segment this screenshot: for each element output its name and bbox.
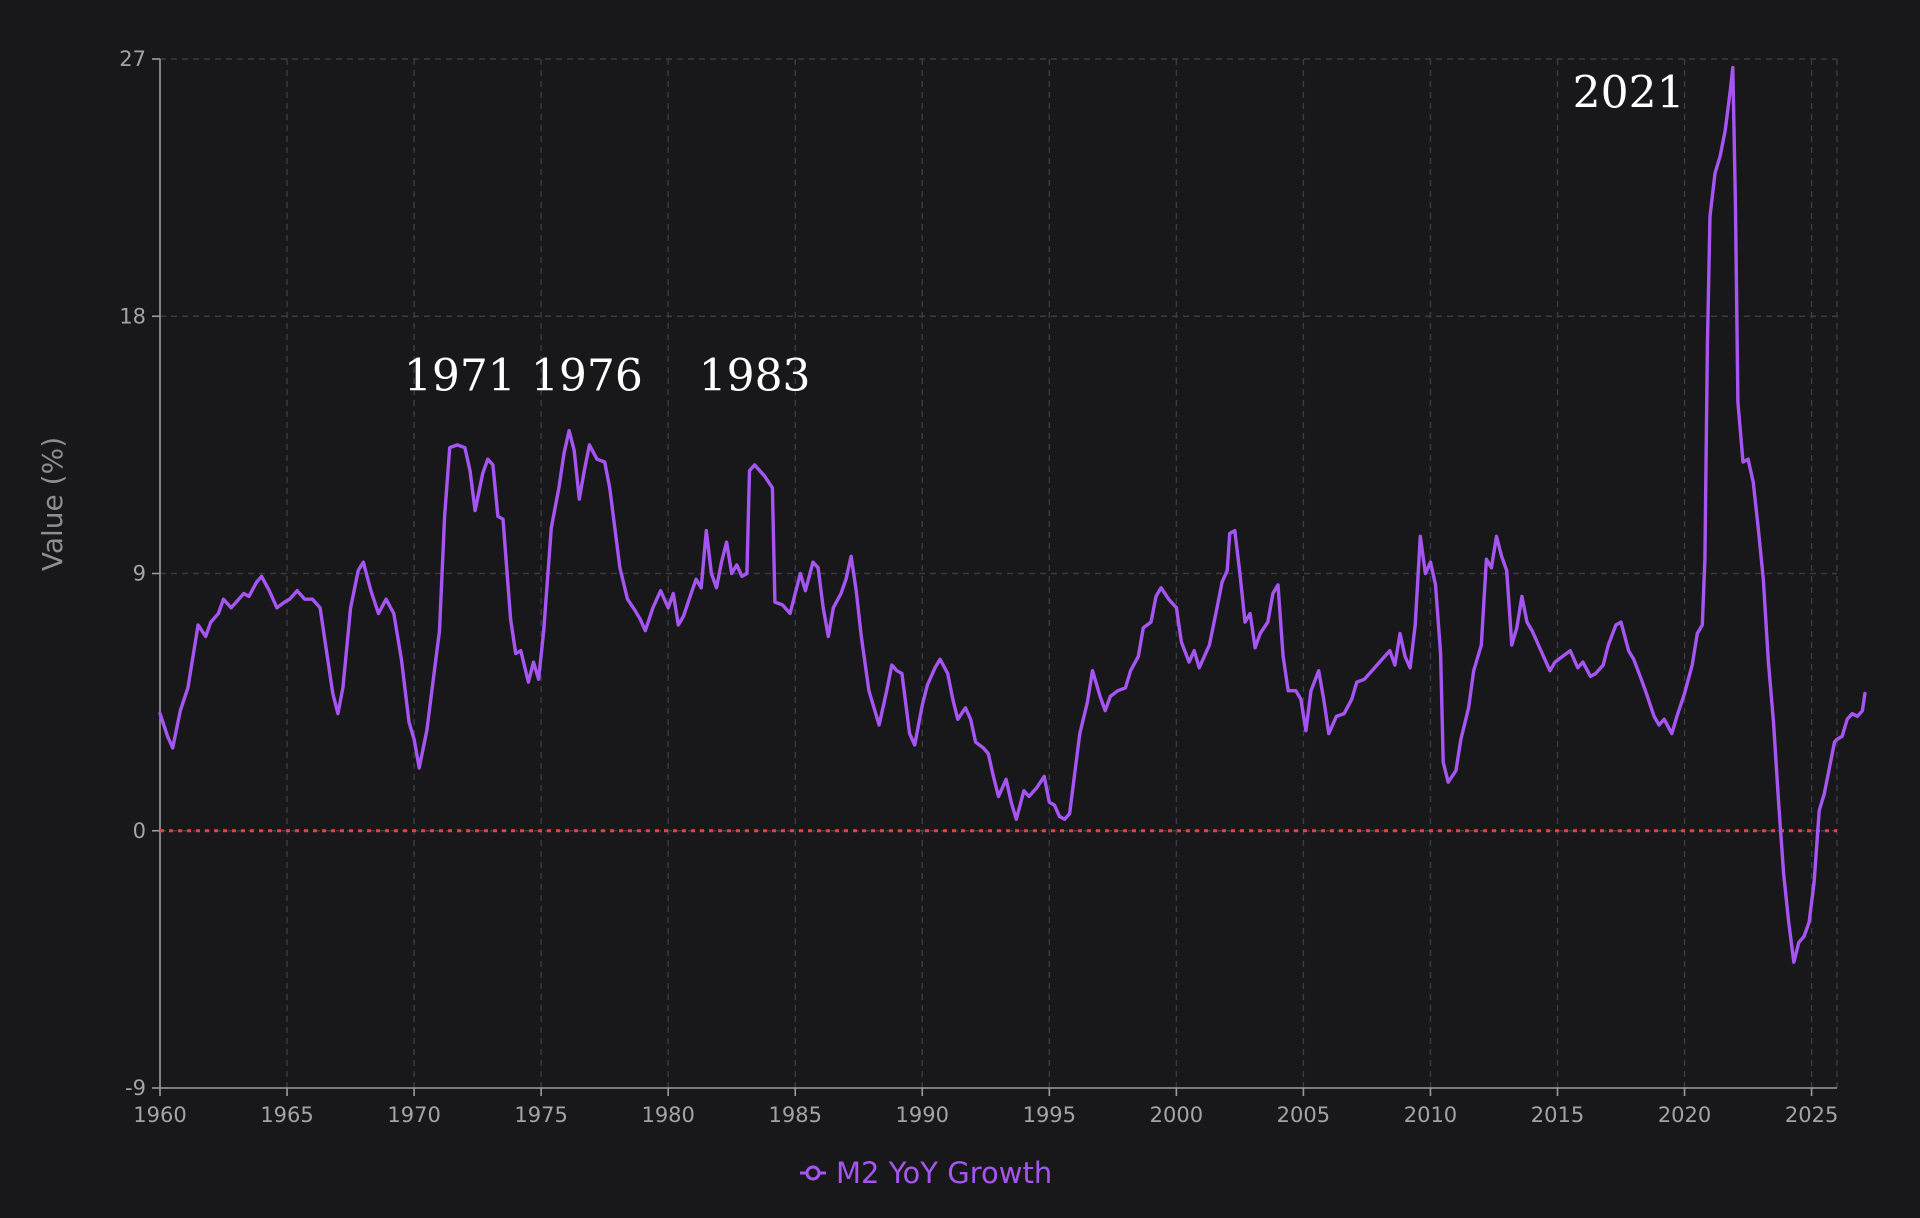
y-tick-label-2: 9 [133, 562, 146, 586]
x-tick-label-6: 1990 [896, 1103, 949, 1127]
x-tick-label-1: 1965 [260, 1103, 313, 1127]
x-tick-label-2: 1970 [387, 1103, 440, 1127]
y-axis-title: Value (%) [36, 437, 69, 571]
grid-lines [160, 58, 1838, 1088]
annotation-1971: 1971 [404, 350, 516, 401]
x-tick-label-11: 2015 [1531, 1103, 1584, 1127]
x-tick-label-5: 1985 [769, 1103, 822, 1127]
y-tick-label-0: -9 [125, 1076, 146, 1100]
x-tick-label-3: 1975 [514, 1103, 567, 1127]
legend-swatch-marker [805, 1165, 821, 1181]
y-tick-label-1: 0 [133, 819, 146, 843]
legend[interactable]: M2 YoY Growth [800, 1156, 1052, 1190]
x-tick-label-9: 2005 [1277, 1103, 1330, 1127]
series-lines [158, 65, 1867, 964]
peak-annotations: 1971 1976 1983 2021 [404, 67, 1685, 401]
axes [152, 58, 1837, 1096]
x-tick-label-10: 2010 [1404, 1103, 1457, 1127]
annotation-2021: 2021 [1573, 67, 1685, 118]
y-tick-label-3: 18 [119, 304, 146, 328]
annotation-1976: 1976 [531, 350, 643, 401]
x-tick-label-8: 2000 [1150, 1103, 1203, 1127]
legend-label[interactable]: M2 YoY Growth [836, 1156, 1052, 1190]
x-tick-label-13: 2025 [1785, 1103, 1838, 1127]
x-tick-label-0: 1960 [133, 1103, 186, 1127]
series-line-0 [158, 65, 1867, 964]
x-tick-label-4: 1980 [641, 1103, 694, 1127]
y-tick-label-4: 27 [119, 47, 146, 71]
x-tick-labels: 1960 1965 1970 1975 1980 1985 1990 1995 2000 2005… [133, 1103, 1838, 1127]
x-tick-label-12: 2020 [1658, 1103, 1711, 1127]
y-tick-labels: -9 0 9 18 27 [119, 47, 146, 1100]
annotation-1983: 1983 [699, 350, 811, 401]
x-tick-label-7: 1995 [1023, 1103, 1076, 1127]
